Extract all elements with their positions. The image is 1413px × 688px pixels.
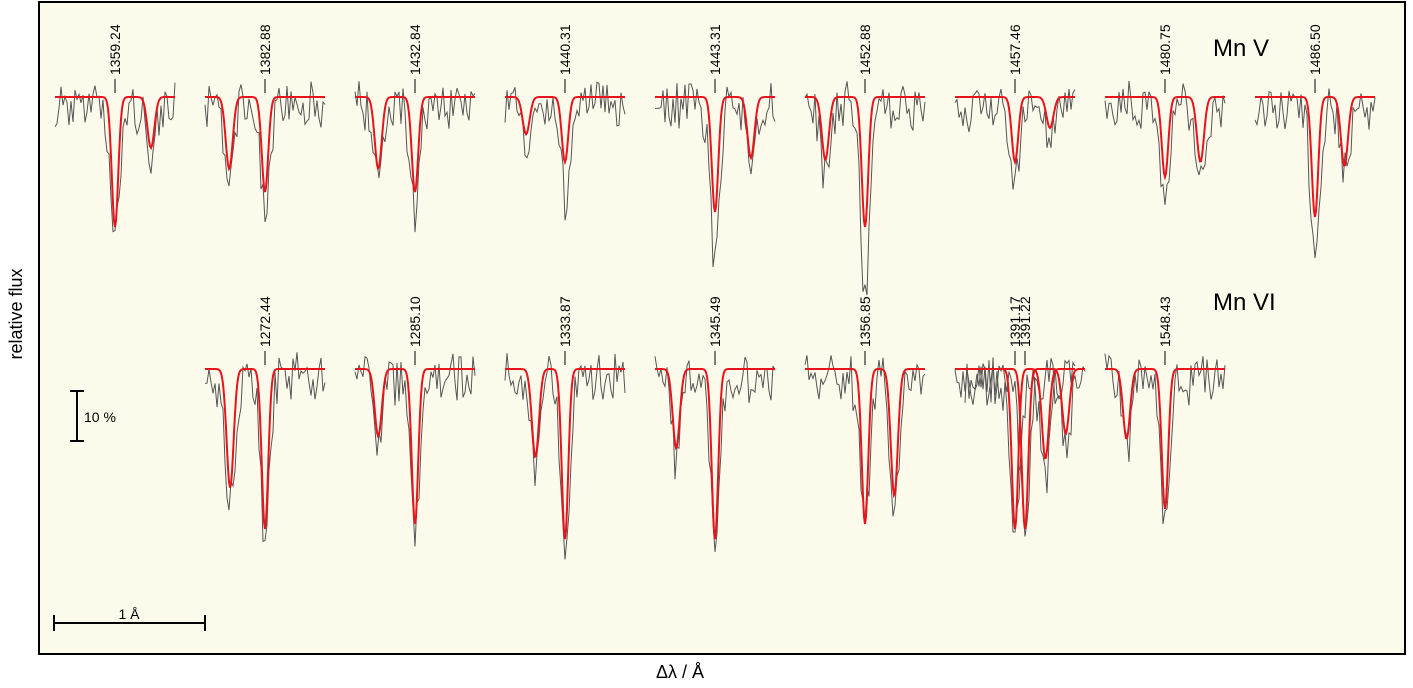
- line-label-1432.84: 1432.84: [407, 24, 423, 75]
- line-label-1548.43: 1548.43: [1157, 296, 1173, 347]
- model-profile-1391.22: [965, 368, 1085, 530]
- model-profile-1440.31: [505, 96, 625, 166]
- model-profile-1382.88: [205, 96, 325, 193]
- model-spectra-layer: [55, 96, 1375, 540]
- model-profile-1457.46: [955, 96, 1075, 166]
- model-profile-1272.44: [205, 368, 325, 530]
- line-label-1457.46: 1457.46: [1007, 24, 1023, 75]
- observed-spectrum-1443.31: [654, 83, 776, 268]
- observed-spectrum-1382.88: [204, 81, 326, 223]
- observed-spectra-layer: [54, 80, 1376, 560]
- model-profile-1285.10: [355, 368, 475, 525]
- observed-spectrum-1480.75: [1104, 80, 1226, 206]
- line-label-1486.50: 1486.50: [1307, 24, 1323, 75]
- model-profile-1345.49: [655, 368, 775, 540]
- observed-spectrum-1272.44: [204, 352, 326, 543]
- line-label-1391.17: 1391.17: [1007, 296, 1023, 347]
- observed-spectrum-1333.87: [504, 353, 626, 560]
- observed-spectrum-1345.49: [654, 356, 776, 552]
- line-label-1480.75: 1480.75: [1157, 24, 1173, 75]
- y-axis-label: relative flux: [6, 268, 26, 359]
- line-label-1285.10: 1285.10: [407, 296, 423, 347]
- flux-scale-bar: 10 %: [70, 390, 116, 442]
- model-profile-1359.24: [55, 96, 175, 228]
- line-label-1356.85: 1356.85: [857, 296, 873, 347]
- model-profile-1443.31: [655, 96, 775, 213]
- line-label-1452.88: 1452.88: [857, 24, 873, 75]
- line-labels-layer: 1359.24 1382.88 1432.84 1440.31 1443.31 1452.…: [107, 24, 1323, 365]
- flux-scale-label: 10 %: [84, 409, 116, 425]
- model-profile-1480.75: [1105, 96, 1225, 181]
- ion-label-mn-vi: Mn VI: [1213, 289, 1276, 316]
- wavelength-scale-label: 1 Å: [118, 606, 140, 622]
- line-label-1391.22: 1391.22: [1017, 296, 1033, 347]
- observed-spectrum-1440.31: [504, 81, 626, 221]
- observed-spectrum-1457.46: [954, 88, 1076, 190]
- line-label-1345.49: 1345.49: [707, 296, 723, 347]
- observed-spectrum-1486.50: [1254, 88, 1376, 258]
- line-label-1359.24: 1359.24: [107, 24, 123, 75]
- model-profile-1356.85: [805, 368, 925, 525]
- x-axis-label: Δλ / Å: [656, 662, 704, 682]
- observed-spectrum-1391.17: [954, 359, 1076, 533]
- model-profile-1486.50: [1255, 96, 1375, 218]
- line-label-1272.44: 1272.44: [257, 296, 273, 347]
- observed-spectrum-1359.24: [54, 82, 176, 233]
- observed-spectrum-1285.10: [354, 353, 476, 547]
- wavelength-scale-bar: 1 Å: [53, 606, 206, 631]
- line-label-1443.31: 1443.31: [707, 24, 723, 75]
- model-profile-1333.87: [505, 368, 625, 540]
- model-profile-1432.84: [355, 96, 475, 193]
- ion-label-mn-v: Mn V: [1213, 35, 1269, 62]
- model-profile-1548.43: [1105, 368, 1225, 510]
- line-label-1382.88: 1382.88: [257, 24, 273, 75]
- line-label-1333.87: 1333.87: [557, 296, 573, 347]
- line-label-1440.31: 1440.31: [557, 24, 573, 75]
- model-profile-1452.88: [805, 96, 925, 228]
